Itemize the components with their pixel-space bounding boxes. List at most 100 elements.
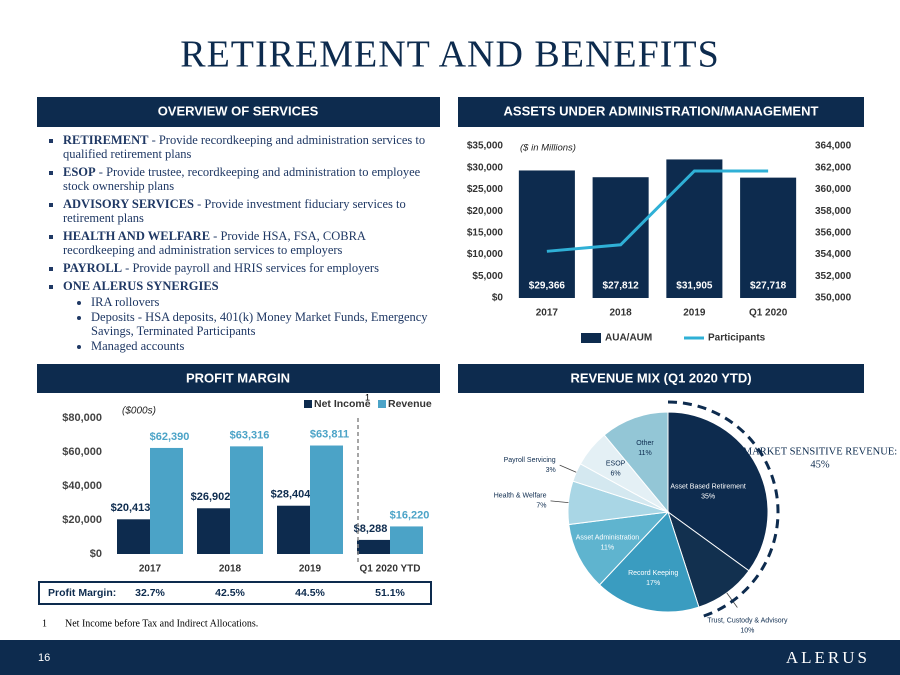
annotation-value: 45% [810,459,830,470]
legend-label: Participants [708,333,766,344]
y2-tick-label: 352,000 [815,271,852,282]
bar [357,539,390,554]
logo: ALERUS [786,648,870,667]
y2-tick-label: 364,000 [815,141,852,152]
slice-value: 6% [611,470,621,477]
slide-title: RETIREMENT AND BENEFITS [180,34,720,76]
bar [117,519,150,554]
bullet-text: - Provide recordkeeping and administrati… [63,133,426,161]
pie-slice [598,511,700,613]
x-tick-label: 2019 [299,564,322,575]
y-tick-label: $20,000 [62,514,102,526]
header-bar [458,364,864,393]
bar [277,505,310,554]
bullet-item: PAYROLL - Provide payroll and HRIS servi… [63,261,438,275]
slice-label: ESOP [606,460,626,467]
footnote: Net Income before Tax and Indirect Alloc… [65,618,258,629]
sensitive-arc [667,400,780,619]
section-header: REVENUE MIX (Q1 2020 YTD) [570,370,751,385]
sub-item: Deposits - HSA deposits, 401(k) Money Ma… [91,310,438,338]
value-label: $26,902 [191,491,231,503]
y-tick-label: $40,000 [62,480,102,492]
leader-line [550,500,569,503]
value-label: $16,220 [390,509,430,521]
bar [197,508,230,554]
y2-tick-label: 358,000 [815,206,852,217]
slice-value: 7% [536,503,546,510]
bullet-list: RETIREMENT - Provide recordkeeping and a… [38,133,438,353]
slice-label: Payroll Servicing [504,457,556,464]
slice-value: 17% [646,580,660,587]
value-label: $8,288 [354,523,388,535]
bullet-label: HEALTH AND WELFARE [63,229,211,243]
y-tick-label: $0 [492,293,504,304]
line [546,169,769,253]
y-tick-label: $60,000 [62,446,102,458]
pie-slice [568,511,670,586]
slice-value: 10% [740,627,754,634]
legend-label: Revenue [388,398,432,410]
slice-value: 3% [546,467,556,474]
pie-slice [603,411,669,514]
sub-item: Managed accounts [91,339,438,353]
y2-tick-label: 350,000 [815,293,852,304]
bullet-item: ADVISORY SERVICES - Provide investment f… [63,197,438,225]
margin-label: Profit Margin: [48,587,116,599]
margin-box [38,581,432,605]
margin-value: 51.1% [375,587,405,599]
bar [310,445,343,554]
header-bar [37,364,440,393]
annotation: MARKET SENSITIVE REVENUE: [743,446,897,457]
slice-label: Asset Administration [576,535,640,542]
bar [740,177,797,298]
y-tick-label: $80,000 [62,412,102,424]
value-label: $27,718 [750,281,787,292]
value-label: $63,811 [310,428,349,440]
x-tick-label: 2019 [683,308,706,319]
y-tick-label: $0 [90,548,102,560]
legend-swatch [378,400,386,408]
section-header: PROFIT MARGIN [186,370,290,385]
value-label: $62,390 [150,431,190,443]
bullet-text: - Provide investment fiduciary services … [63,197,406,225]
services-list: RETIREMENT - Provide recordkeeping and a… [38,133,438,357]
x-tick-label: 2018 [219,564,242,575]
y-tick-label: $35,000 [467,141,504,152]
bullet-label: PAYROLL [63,261,123,275]
annotation: ($ in Millions) [520,143,576,154]
y-tick-label: $30,000 [467,162,504,173]
pie-slice [667,411,769,572]
slice-label: Trust, Custody & Advisory [707,617,788,624]
sub-list: IRA rolloversDeposits - HSA deposits, 40… [63,295,438,353]
value-label: $27,812 [603,281,640,292]
y-tick-label: $15,000 [467,227,504,238]
value-label: $20,413 [111,502,151,514]
bullet-text: - Provide HSA, FSA, COBRA recordkeeping … [63,229,366,257]
footnote-marker: 1 [365,392,370,402]
section-header: OVERVIEW OF SERVICES [158,103,319,118]
footer-bar [0,640,900,675]
slice-value: 35% [701,493,715,500]
y2-tick-label: 362,000 [815,162,852,173]
bullet-label: ONE ALERUS SYNERGIES [63,279,219,293]
bar [592,177,649,298]
slice-label: Asset Based Retirement [670,483,746,490]
x-tick-label: Q1 2020 [749,308,788,319]
x-tick-label: 2018 [610,308,633,319]
sub-item: IRA rollovers [91,295,438,309]
bullet-label: ESOP [63,165,96,179]
legend-swatch [304,400,312,408]
page-number: 16 [38,652,50,664]
bullet-item: ESOP - Provide trustee, recordkeeping an… [63,165,438,193]
slice-value: 11% [601,545,615,552]
y2-tick-label: 360,000 [815,184,852,195]
y-tick-label: $5,000 [472,271,503,282]
bar [390,526,423,554]
bar [666,159,723,298]
legend-label: AUA/AUM [605,333,652,344]
slice-label: Health & Welfare [494,493,547,500]
bullet-text: - Provide payroll and HRIS services for … [122,261,379,275]
bar [518,170,575,298]
